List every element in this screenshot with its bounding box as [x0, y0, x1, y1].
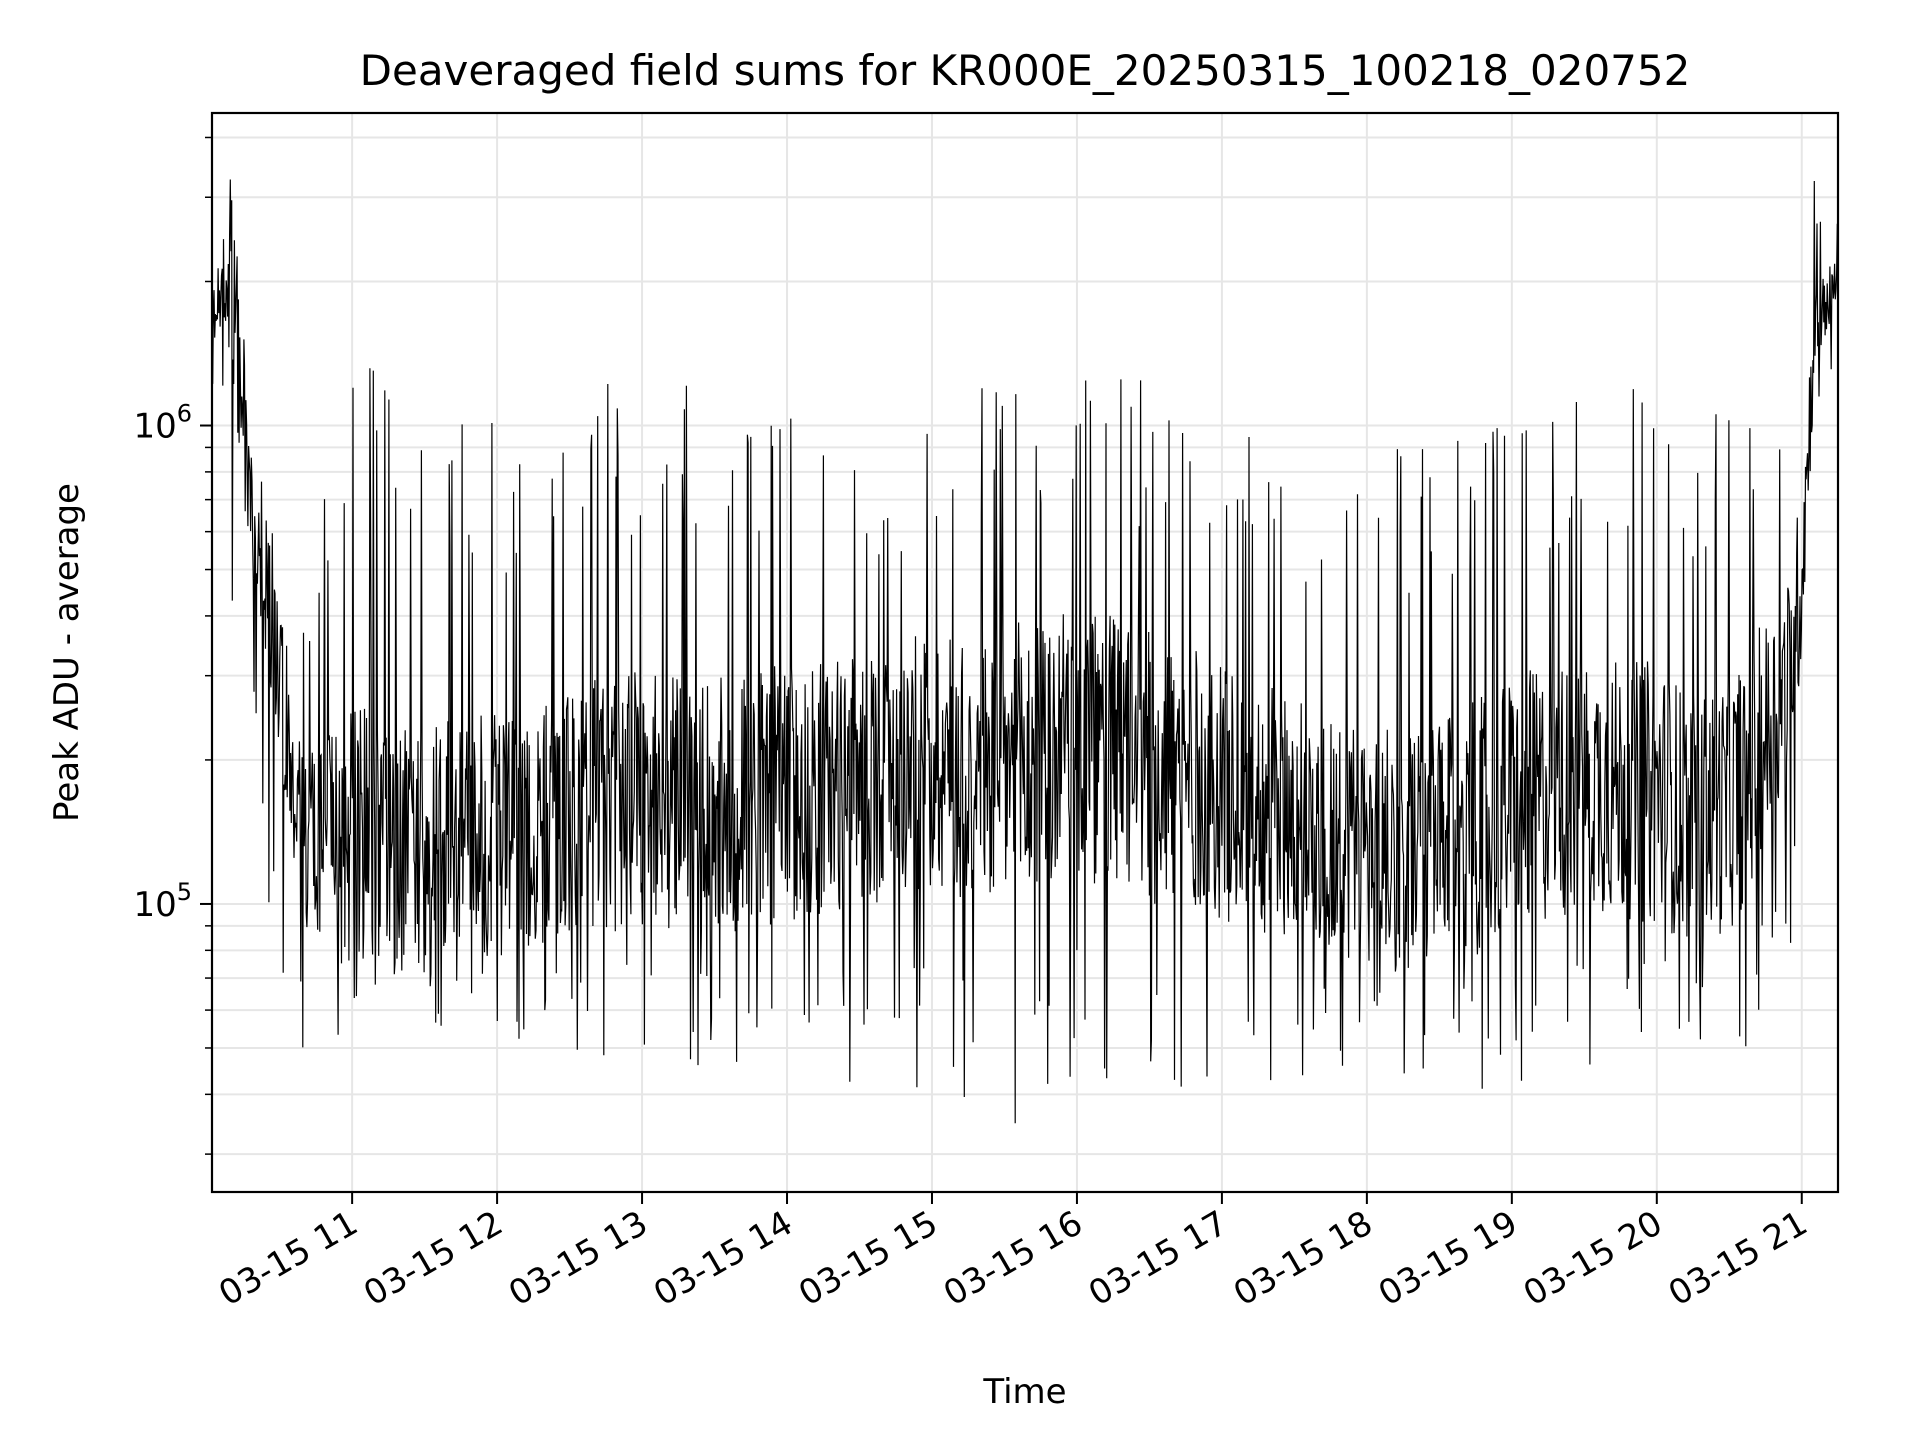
- series-line: [211, 179, 1839, 1124]
- y-tick-label: 105: [133, 878, 192, 925]
- y-axis-ticks: 105 106: [133, 136, 212, 1155]
- y-axis-label: Peak ADU - average: [47, 483, 87, 822]
- axes-frame: [210, 111, 1840, 1194]
- x-axis-label: Time: [982, 1372, 1066, 1412]
- chart-title: Deaveraged field sums for KR000E_2025031…: [360, 46, 1691, 95]
- y-tick-label: 106: [133, 400, 192, 447]
- plot-area: [211, 179, 1839, 1124]
